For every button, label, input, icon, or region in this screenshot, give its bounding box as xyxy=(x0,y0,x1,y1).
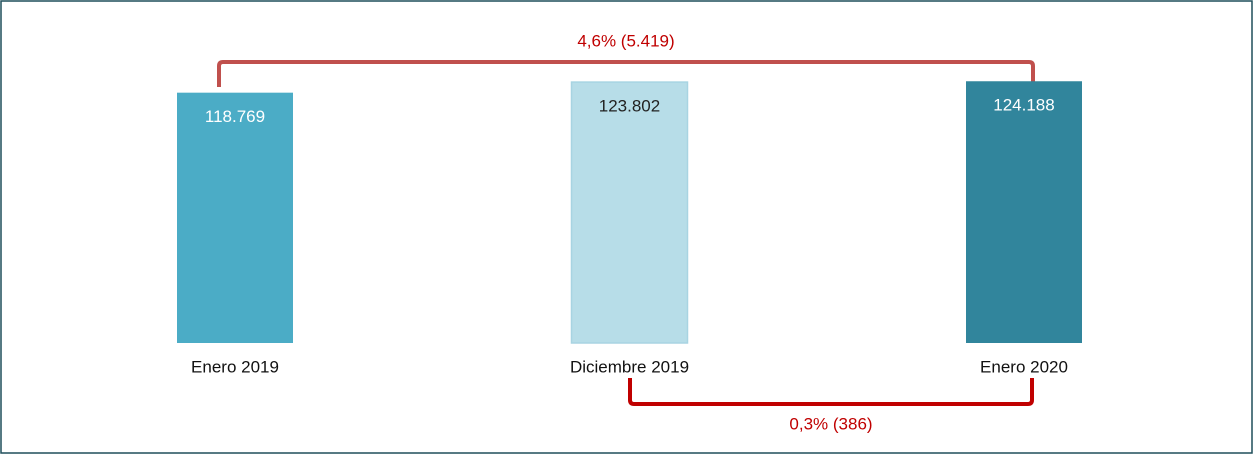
x-tick-label: Enero 2020 xyxy=(980,357,1068,376)
bar xyxy=(570,81,689,344)
annotation: 0,3% (386) xyxy=(789,414,872,433)
bar xyxy=(177,92,293,343)
value-label: 124.188 xyxy=(993,96,1054,115)
x-tick-label: Diciembre 2019 xyxy=(570,357,689,376)
value-label: 118.769 xyxy=(205,107,265,126)
annotation: 4,6% (5.419) xyxy=(577,31,674,50)
bar xyxy=(966,81,1082,343)
bottom-bracket xyxy=(628,378,1034,406)
value-label: 123.802 xyxy=(599,97,660,116)
top-bracket xyxy=(217,60,1035,87)
x-tick-label: Enero 2019 xyxy=(191,357,279,376)
